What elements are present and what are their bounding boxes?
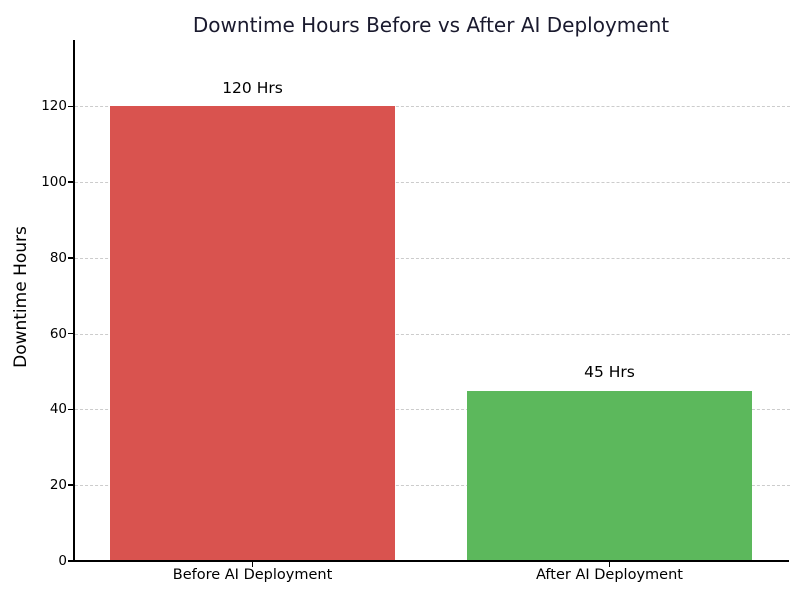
bar-value-label: 120 Hrs xyxy=(222,79,283,98)
x-axis-tick-label: Before AI Deployment xyxy=(172,567,333,583)
x-axis-tick-mark xyxy=(608,562,611,567)
gridline xyxy=(75,257,790,259)
y-axis-tick-label: 100 xyxy=(41,174,67,191)
y-axis-tick-mark xyxy=(68,560,73,562)
x-axis-tick-mark xyxy=(251,562,254,567)
y-axis-tick-mark xyxy=(68,257,73,259)
gridline xyxy=(75,182,790,184)
gridline xyxy=(75,333,790,335)
x-axis-spine xyxy=(73,560,789,562)
y-axis-tick-mark xyxy=(68,105,73,108)
y-axis-tick-label: 20 xyxy=(49,477,67,494)
chart-title: Downtime Hours Before vs After AI Deploy… xyxy=(192,13,670,37)
y-axis-tick-label: 120 xyxy=(41,98,67,115)
y-axis-tick-mark xyxy=(68,332,73,335)
x-axis-tick-label: After AI Deployment xyxy=(536,567,683,583)
bar-before xyxy=(109,106,396,561)
gridline xyxy=(75,409,790,411)
y-axis-spine xyxy=(73,40,75,562)
bar-after xyxy=(466,390,753,561)
gridline xyxy=(75,485,790,487)
y-axis-tick-mark xyxy=(68,484,73,486)
gridline xyxy=(75,106,790,108)
y-axis-tick-mark xyxy=(68,181,73,183)
y-axis-tick-label: 60 xyxy=(49,325,67,342)
y-axis-tick-label: 80 xyxy=(49,249,67,266)
y-axis-tick-label: 0 xyxy=(58,553,67,569)
y-axis-label: Downtime Hours xyxy=(11,226,31,368)
bar-value-label: 45 Hrs xyxy=(584,363,635,382)
y-axis-tick-label: 40 xyxy=(49,401,67,418)
y-axis-tick-mark xyxy=(68,408,73,411)
